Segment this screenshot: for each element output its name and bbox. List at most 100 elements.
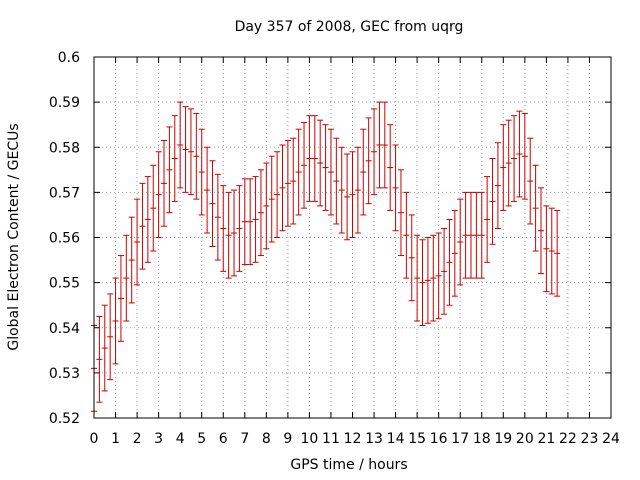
data-point (344, 153, 351, 241)
axis-ticks: 0 1 2 3 4 5 6 7 8 9 10 11 12 13 14 15 16 17 18 19 20 21 22 23 24… (49, 50, 620, 447)
y-tick-label: 0.57 (49, 185, 80, 201)
data-point (387, 124, 394, 211)
data-point (484, 176, 491, 263)
data-point (112, 277, 119, 365)
data-point (441, 227, 448, 315)
x-tick-label: 5 (197, 431, 206, 447)
x-tick-label: 12 (344, 431, 362, 447)
error-bars (91, 101, 561, 412)
x-tick-label: 4 (176, 431, 185, 447)
data-point (182, 106, 189, 193)
data-point (198, 128, 205, 216)
data-point (419, 239, 426, 326)
x-tick-label: 2 (133, 431, 142, 447)
x-tick-label: 14 (387, 431, 405, 447)
x-tick-label: 0 (90, 431, 99, 447)
data-point (155, 151, 162, 238)
x-tick-label: 23 (581, 431, 599, 447)
x-tick-label: 11 (322, 431, 340, 447)
data-point (381, 101, 388, 189)
data-point (349, 151, 356, 238)
data-point (225, 191, 232, 279)
x-tick-label: 18 (473, 431, 491, 447)
y-tick-label: 0.56 (49, 231, 80, 247)
x-tick-label: 3 (154, 431, 163, 447)
data-point (139, 182, 146, 270)
data-point (371, 108, 378, 196)
data-point (204, 146, 211, 234)
data-point (144, 176, 151, 263)
x-tick-label: 13 (365, 431, 383, 447)
data-point (467, 191, 474, 279)
data-point (322, 124, 329, 211)
data-point (397, 169, 404, 257)
data-point (177, 101, 184, 189)
data-point (532, 164, 539, 252)
data-point (187, 108, 194, 196)
data-point (494, 142, 501, 229)
data-point (543, 205, 550, 293)
data-point (537, 187, 544, 275)
data-point (521, 112, 528, 200)
data-point (451, 209, 458, 297)
x-tick-label: 1 (111, 431, 120, 447)
data-point (505, 119, 512, 207)
data-point (327, 128, 334, 216)
data-point (101, 304, 108, 392)
data-point (290, 137, 297, 225)
data-point (424, 237, 431, 324)
data-point (134, 198, 141, 286)
data-point (161, 139, 168, 227)
x-tick-label: 21 (537, 431, 555, 447)
data-point (231, 189, 238, 277)
y-axis-title: Global Electron Content / GECUs (6, 123, 22, 350)
data-point (408, 214, 415, 302)
data-point (107, 293, 114, 381)
data-point (274, 151, 281, 238)
data-point (295, 128, 302, 216)
x-tick-label: 7 (240, 431, 249, 447)
data-point (284, 139, 291, 227)
data-point (478, 191, 485, 279)
data-point (548, 207, 555, 295)
y-tick-label: 0.54 (49, 321, 80, 337)
data-point (117, 255, 124, 342)
data-point (462, 191, 469, 279)
data-point (150, 164, 157, 252)
data-point (252, 176, 259, 263)
data-point (414, 234, 421, 322)
data-point (554, 209, 561, 297)
y-tick-label: 0.52 (49, 411, 80, 427)
x-tick-label: 22 (559, 431, 577, 447)
data-point (279, 144, 286, 232)
x-axis-title: GPS time / hours (290, 457, 407, 473)
data-point (516, 110, 523, 198)
x-tick-label: 9 (283, 431, 292, 447)
data-point (489, 158, 496, 245)
data-point (527, 137, 534, 225)
x-tick-label: 17 (451, 431, 469, 447)
x-tick-label: 10 (301, 431, 319, 447)
data-point (473, 191, 480, 279)
data-point (446, 218, 453, 306)
x-tick-label: 19 (494, 431, 512, 447)
y-tick-label: 0.53 (49, 366, 80, 382)
data-point (392, 144, 399, 232)
data-point (338, 146, 345, 234)
data-point (430, 234, 437, 322)
data-point (306, 115, 313, 202)
data-point (311, 115, 318, 202)
data-point (500, 124, 507, 211)
plot-frame (93, 56, 612, 419)
x-tick-label: 8 (262, 431, 271, 447)
x-tick-label: 16 (430, 431, 448, 447)
data-point (166, 126, 173, 214)
data-point (96, 315, 103, 403)
data-point (123, 234, 130, 322)
data-point (365, 117, 372, 205)
x-tick-label: 15 (408, 431, 426, 447)
data-point (214, 173, 221, 261)
data-point (247, 178, 254, 266)
data-point (301, 121, 308, 209)
